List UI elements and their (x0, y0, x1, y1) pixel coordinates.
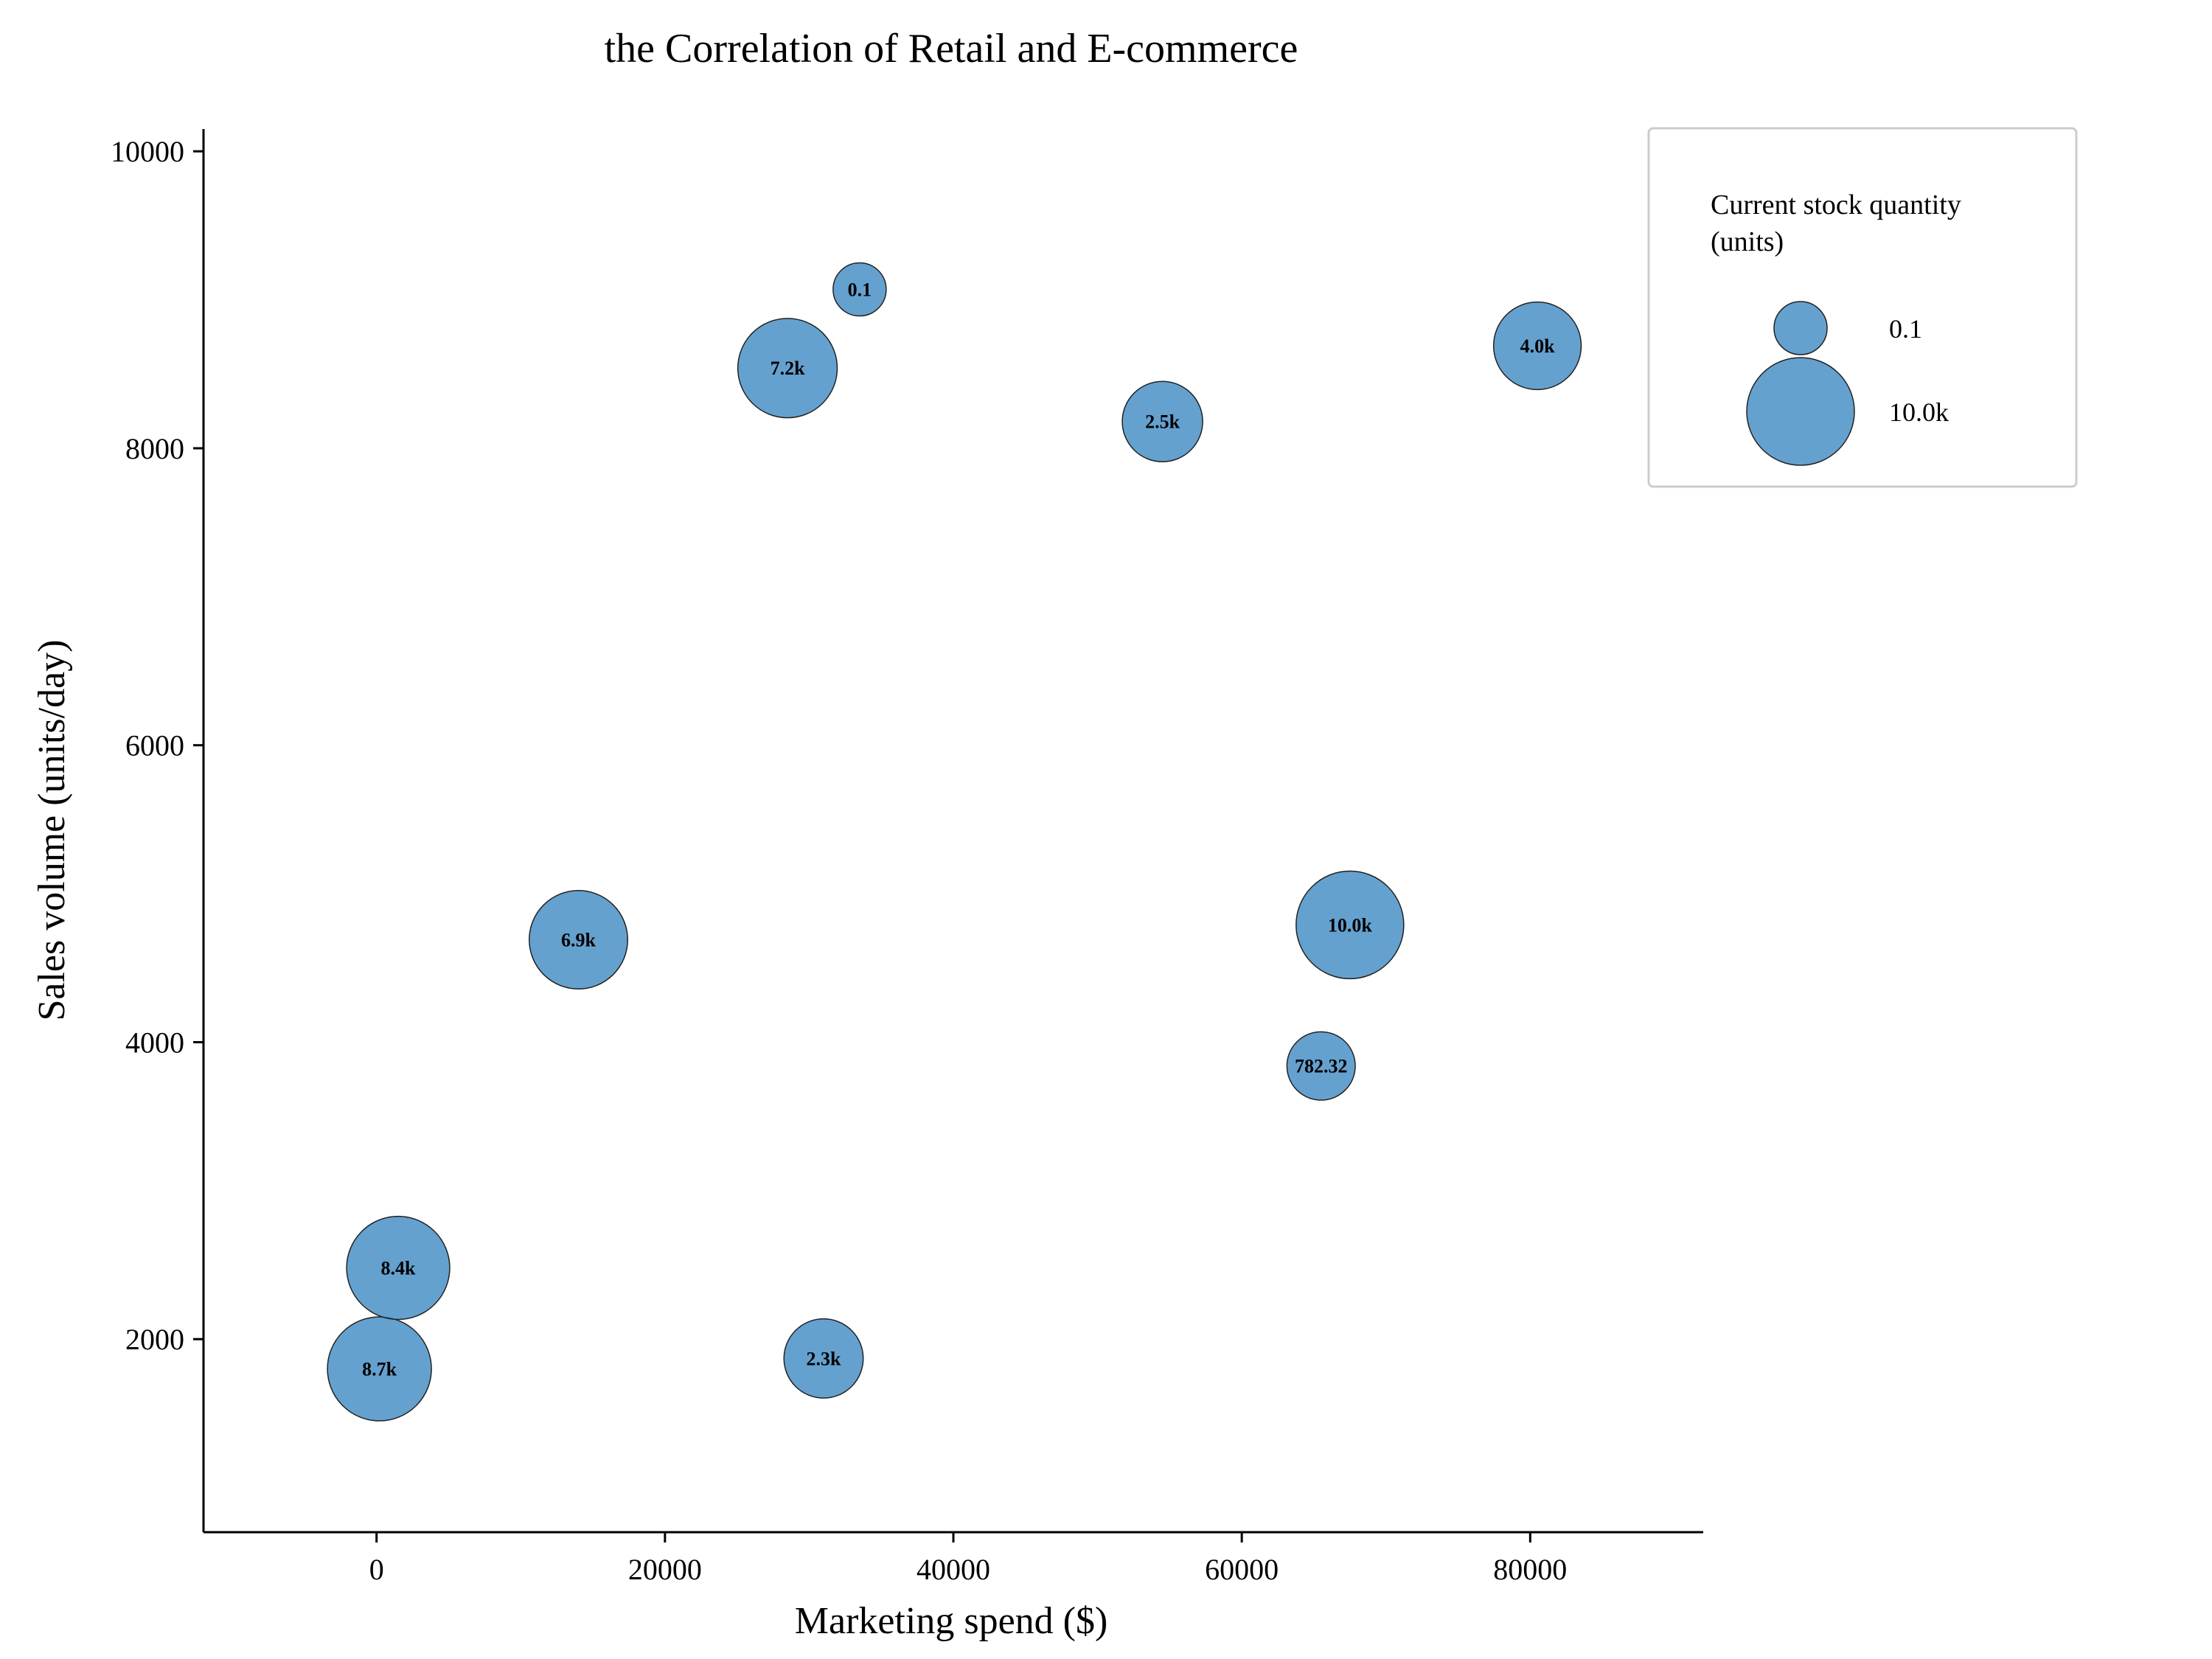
y-tick-label: 8000 (125, 432, 184, 465)
bubble-label: 8.4k (381, 1258, 417, 1279)
bubble (529, 890, 628, 990)
x-tick-label: 40000 (917, 1553, 990, 1586)
chart-title: the Correlation of Retail and E-commerce (605, 26, 1298, 72)
legend-title-line: Current stock quantity (1711, 189, 1961, 220)
bubble (1295, 870, 1405, 980)
y-tick-label: 4000 (125, 1026, 184, 1059)
bubble-label: 8.7k (362, 1358, 397, 1380)
legend-swatch (1773, 301, 1828, 355)
legend-frame (1647, 127, 2078, 488)
bubble-label: 6.9k (561, 930, 597, 951)
x-tick-label: 20000 (628, 1553, 702, 1586)
bubble (832, 262, 887, 317)
legend-title-line: (units) (1711, 226, 1784, 257)
bubble (783, 1318, 864, 1399)
bubble (327, 1316, 432, 1422)
legend-title: Current stock quantity (units) (1711, 189, 1961, 257)
bubble-label: 782.32 (1295, 1056, 1348, 1077)
x-axis-label: Marketing spend ($) (795, 1600, 1108, 1642)
bubble-label: 2.5k (1145, 411, 1180, 433)
legend-entries: 0.1 10.0k (1746, 301, 1949, 466)
y-tick-label: 10000 (111, 135, 184, 168)
bubble (1286, 1031, 1356, 1101)
bubble-label: 2.3k (806, 1348, 841, 1369)
axis-ticks: 0 20000 40000 60000 80000 2000 4000 6000 8000 100… (111, 135, 1567, 1586)
y-tick-label: 2000 (125, 1323, 184, 1356)
bubbles: 10.0k 8.7k 8.4k 7.2k 6.9k 4.0k 2.5k 2.3k 782.32 0… (327, 262, 1582, 1422)
legend-label: 10.0k (1889, 397, 1949, 427)
bubble-label: 4.0k (1520, 335, 1556, 357)
x-tick-label: 60000 (1205, 1553, 1279, 1586)
legend-label: 0.1 (1889, 314, 1922, 344)
legend-swatch (1746, 357, 1855, 466)
y-tick-label: 6000 (125, 729, 184, 762)
bubble (346, 1215, 451, 1321)
bubble-label: 10.0k (1328, 914, 1373, 936)
bubble (1121, 380, 1203, 462)
bubble (1492, 301, 1582, 391)
bubble-label: 7.2k (771, 358, 806, 379)
plot-area: 0 20000 40000 60000 80000 2000 4000 6000 8000 100… (111, 129, 1703, 1586)
y-axis-label: Sales volume (units/day) (31, 639, 73, 1020)
x-tick-label: 0 (369, 1553, 384, 1586)
bubble-label: 0.1 (848, 279, 872, 300)
bubble (737, 318, 838, 419)
x-tick-label: 80000 (1493, 1553, 1567, 1586)
legend: Current stock quantity (units) 0.1 10.0k (1647, 127, 2078, 488)
